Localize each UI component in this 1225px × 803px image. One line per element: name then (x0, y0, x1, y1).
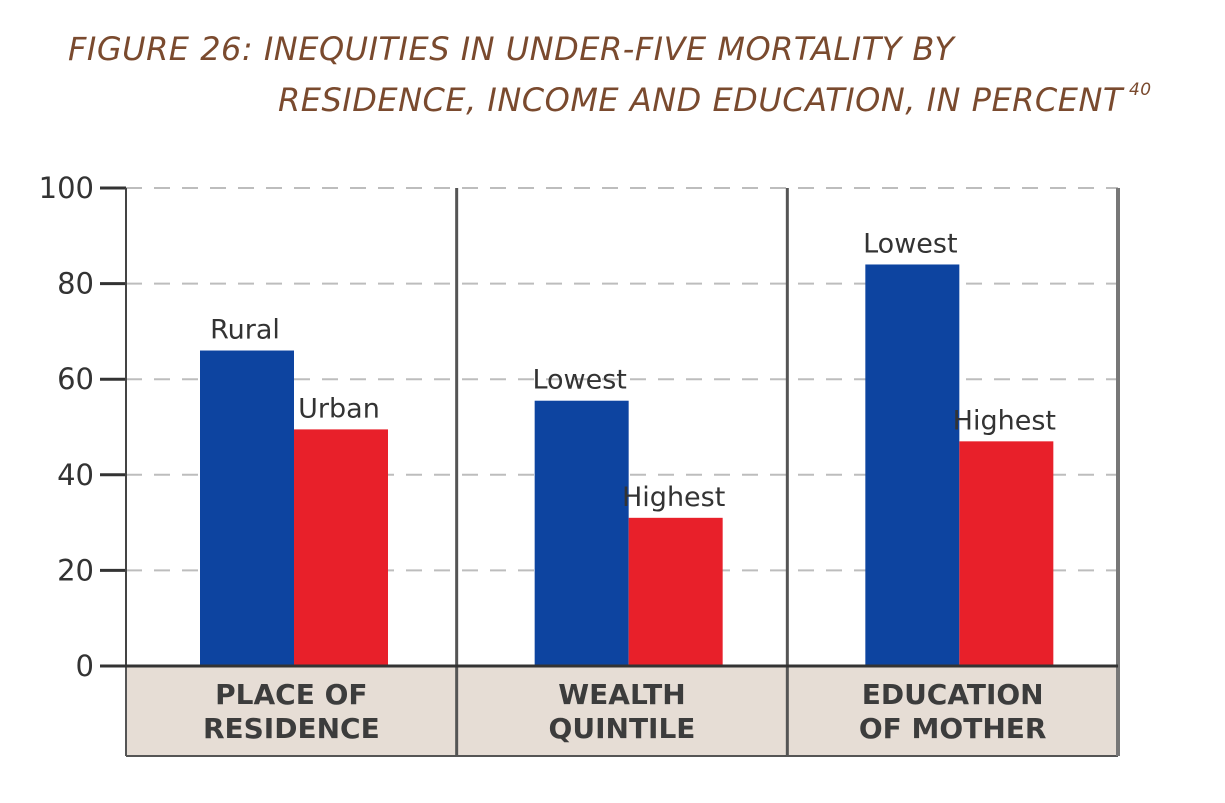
title-line-2-text: RESIDENCE, INCOME AND EDUCATION, IN PERC… (278, 81, 1123, 119)
bar-1-2 (294, 429, 388, 666)
title-line-1: FIGURE 26: INEQUITIES IN UNDER-FIVE MORT… (68, 30, 955, 68)
bar-3-2 (959, 441, 1054, 666)
y-tick-label: 20 (57, 553, 94, 587)
y-tick-label: 0 (76, 649, 94, 683)
bar-label: Lowest (863, 228, 957, 259)
bar-3-1 (865, 264, 960, 666)
bar-label: Lowest (532, 365, 626, 396)
title-line-2: RESIDENCE, INCOME AND EDUCATION, IN PERC… (278, 80, 1152, 119)
bar-1-1 (200, 350, 294, 666)
bar-2-2 (628, 517, 723, 666)
category-label: RESIDENCE (203, 712, 380, 745)
y-tick-label: 100 (39, 171, 94, 205)
title-footnote-ref: 40 (1128, 80, 1152, 100)
bar-label: Urban (298, 393, 380, 424)
bar-2-1 (534, 400, 629, 666)
bar-label: Highest (953, 405, 1056, 436)
y-tick-label: 80 (57, 267, 94, 301)
y-tick-label: 40 (57, 458, 94, 492)
category-label: QUINTILE (549, 712, 696, 745)
category-label: WEALTH (558, 678, 685, 711)
bar-label: Highest (622, 482, 725, 513)
category-label: PLACE OF (215, 678, 367, 711)
y-tick-label: 60 (57, 362, 94, 396)
category-label: EDUCATION (862, 678, 1044, 711)
bar-label: Rural (210, 315, 280, 346)
category-label: OF MOTHER (859, 712, 1047, 745)
category-band (126, 666, 1118, 756)
